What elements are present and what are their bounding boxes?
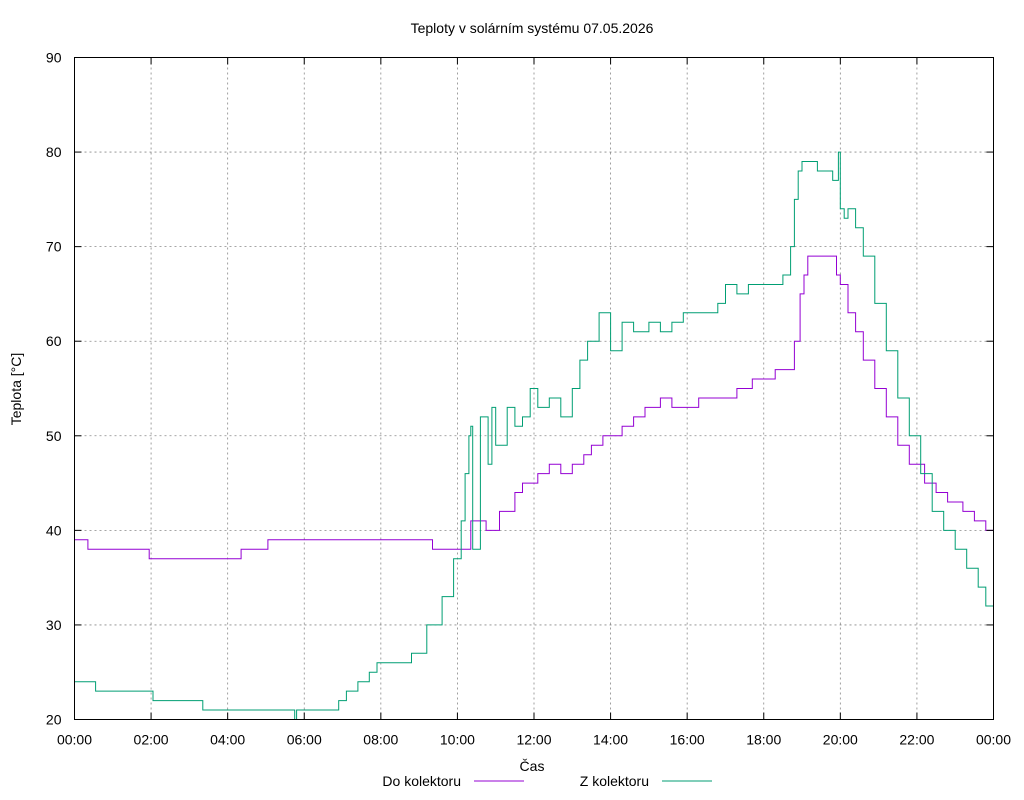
series-lines — [74, 151, 994, 720]
y-tick-label: 60 — [46, 333, 62, 349]
x-tick-label: 12:00 — [516, 732, 551, 748]
x-axis-label: Čas — [520, 758, 545, 774]
x-tick-label: 16:00 — [670, 732, 705, 748]
x-tick-label: 14:00 — [593, 732, 628, 748]
x-tick-label: 18:00 — [746, 732, 781, 748]
y-tick-label: 50 — [46, 428, 62, 444]
y-tick-labels: 20 30 40 50 60 70 80 90 — [46, 50, 62, 728]
legend: Do kolektoru Z kolektoru — [382, 773, 712, 789]
y-tick-label: 90 — [46, 50, 62, 66]
legend-label-do-kolektoru: Do kolektoru — [382, 773, 461, 789]
y-tick-label: 30 — [46, 617, 62, 633]
x-tick-label: 00:00 — [57, 732, 92, 748]
x-tick-label: 22:00 — [899, 732, 934, 748]
y-tick-label: 80 — [46, 144, 62, 160]
x-tick-labels: 00:00 02:00 04:00 06:00 08:00 10:00 12:00 14:00… — [57, 732, 1011, 748]
x-tick-label: 04:00 — [210, 732, 245, 748]
y-axis-label: Teplota [°C] — [8, 353, 24, 426]
axis-ticks — [74, 57, 994, 720]
chart-title: Teploty v solárním systému 07.05.2026 — [411, 20, 654, 36]
x-tick-label: 06:00 — [287, 732, 322, 748]
x-tick-label: 08:00 — [363, 732, 398, 748]
y-tick-label: 40 — [46, 522, 62, 538]
y-tick-label: 70 — [46, 239, 62, 255]
series-line-1 — [74, 151, 994, 720]
x-tick-label: 00:00 — [976, 732, 1011, 748]
x-tick-label: 20:00 — [823, 732, 858, 748]
legend-label-z-kolektoru: Z kolektoru — [580, 773, 649, 789]
x-tick-label: 02:00 — [134, 732, 169, 748]
y-tick-label: 20 — [46, 712, 62, 728]
x-tick-label: 10:00 — [440, 732, 475, 748]
series-line-0 — [74, 255, 994, 560]
